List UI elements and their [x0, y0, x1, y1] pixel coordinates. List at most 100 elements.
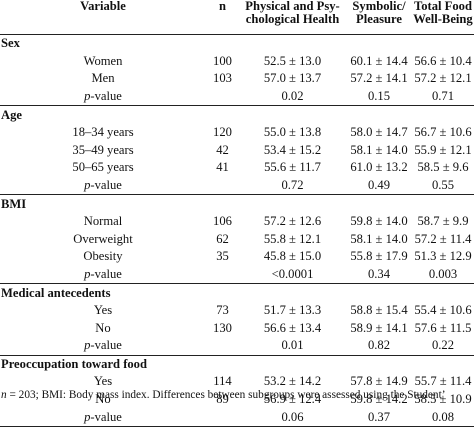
table-body: Sex Women 100 52.5 ± 13.0 60.1 ± 14.4 56.6 ± …	[0, 35, 474, 427]
row-total-food-wellbeing: 57.2 ± 12.1	[414, 71, 472, 86]
p-value-n-empty	[206, 266, 239, 284]
row-n: 35	[216, 249, 229, 264]
row-physical-health: 55.8 ± 12.1	[263, 231, 322, 246]
row-n: 120	[213, 125, 232, 140]
p-value-label: p-value	[84, 88, 122, 103]
group-header-row: BMI	[0, 194, 474, 213]
row-total-food-wellbeing: 58.5 ± 10.9	[414, 392, 472, 407]
p-value-physical-health: 0.06	[239, 408, 346, 427]
row-total-food-wellbeing: 55.9 ± 12.1	[414, 142, 472, 157]
p-value-symbolic-pleasure: 0.49	[367, 177, 391, 192]
row-label: No	[95, 320, 111, 335]
table-row: No 130 56.6 ± 13.4 58.9 ± 14.1 57.6 ± 11.5	[0, 320, 474, 338]
row-symbolic-pleasure: 58.8 ± 15.4	[350, 303, 408, 318]
table-row: Overweight 62 55.8 ± 12.1 58.1 ± 14.0 57.2 ±…	[0, 231, 474, 249]
header-row: Variable n Physical and Psy-chological H…	[0, 0, 474, 35]
p-value-row: p-value 0.06 0.37 0.08	[0, 408, 474, 427]
p-value-row: p-value 0.02 0.15 0.71	[0, 88, 474, 106]
group-label: Age	[0, 105, 474, 124]
row-physical-health: 53.4 ± 15.2	[263, 142, 322, 157]
p-value-n-empty	[206, 408, 239, 427]
p-value-row: p-value 0.01 0.82 0.22	[0, 337, 474, 355]
row-label: Yes	[93, 303, 113, 318]
group-header-row: Preoccupation toward food	[0, 354, 474, 374]
p-value-total-food-wellbeing: 0.003	[428, 266, 458, 281]
row-label: Women	[83, 53, 123, 68]
row-label: 18–34 years	[72, 125, 134, 140]
row-n: 103	[213, 71, 232, 86]
row-physical-health: 51.7 ± 13.3	[263, 303, 322, 318]
table-row: No 89 56.9 ± 12.4 59.8 ± 14.2 58.5 ± 10.9	[0, 391, 474, 409]
header-physical-health: Physical and Psy-chological Health	[239, 0, 346, 35]
row-symbolic-pleasure: 59.8 ± 14.0	[350, 214, 408, 229]
header-symbolic-pleasure: Symbolic/Pleasure	[346, 0, 412, 35]
row-physical-health: 45.8 ± 15.0	[263, 249, 322, 264]
row-symbolic-pleasure: 61.0 ± 13.2	[350, 160, 408, 175]
row-symbolic-pleasure: 57.2 ± 14.1	[350, 71, 408, 86]
p-value-label: p-value	[84, 177, 122, 192]
p-value-total-food-wellbeing: 0.22	[431, 338, 455, 353]
row-n: 106	[213, 214, 232, 229]
p-value-total-food-wellbeing: 0.08	[412, 408, 474, 427]
row-label: 50–65 years	[72, 160, 134, 175]
row-n: 73	[216, 303, 229, 318]
row-label: Normal	[83, 214, 123, 229]
row-n: 42	[216, 142, 229, 157]
row-physical-health: 55.6 ± 11.7	[264, 160, 321, 175]
row-total-food-wellbeing: 58.7 ± 9.9	[417, 214, 469, 229]
table-footnote: n = 203; BMI: Body mass index. Differenc…	[1, 389, 446, 401]
header-n: n	[206, 0, 239, 35]
p-value-symbolic-pleasure: 0.15	[367, 88, 391, 103]
p-value-label: p-value	[0, 408, 206, 427]
header-variable: Variable	[0, 0, 206, 35]
row-symbolic-pleasure: 57.8 ± 14.9	[350, 374, 408, 389]
p-value-n-empty	[206, 337, 239, 355]
table-row: Women 100 52.5 ± 13.0 60.1 ± 14.4 56.6 ± 10.…	[0, 53, 474, 71]
row-n: 41	[216, 160, 229, 175]
row-physical-health: 57.2 ± 12.6	[263, 214, 322, 229]
group-label: Medical antecedents	[0, 283, 474, 302]
table-row: Men 103 57.0 ± 13.7 57.2 ± 14.1 57.2 ± 12.1	[0, 70, 474, 88]
row-n: 100	[213, 53, 232, 68]
row-label: No	[95, 392, 111, 407]
p-value-symbolic-pleasure: 0.82	[367, 338, 391, 353]
group-header-row: Medical antecedents	[0, 283, 474, 302]
row-physical-health: 55.0 ± 13.8	[263, 125, 322, 140]
p-value-label: p-value	[84, 266, 122, 281]
row-physical-health: 56.6 ± 13.4	[263, 320, 322, 335]
p-value-physical-health: <0.0001	[271, 266, 314, 281]
group-label: Sex	[1, 36, 20, 51]
group-label: BMI	[0, 194, 474, 213]
row-n: 89	[216, 392, 229, 407]
row-symbolic-pleasure: 59.8 ± 14.2	[350, 392, 408, 407]
row-label: Obesity	[83, 249, 123, 264]
group-header-row: Sex	[0, 35, 474, 53]
p-value-row: p-value <0.0001 0.34 0.003	[0, 266, 474, 284]
row-symbolic-pleasure: 58.1 ± 14.0	[350, 231, 408, 246]
p-value-row: p-value 0.72 0.49 0.55	[0, 177, 474, 195]
table-row: Normal 106 57.2 ± 12.6 59.8 ± 14.0 58.7 ± 9.…	[0, 213, 474, 231]
row-total-food-wellbeing: 55.4 ± 10.6	[414, 303, 472, 318]
row-physical-health: 57.0 ± 13.7	[263, 71, 322, 86]
row-total-food-wellbeing: 55.7 ± 11.4	[414, 374, 472, 389]
group-label: Preoccupation toward food	[0, 354, 474, 374]
table-row: Obesity 35 45.8 ± 15.0 55.8 ± 17.9 51.3 ± 12…	[0, 248, 474, 266]
row-total-food-wellbeing: 57.2 ± 11.4	[414, 231, 472, 246]
row-physical-health: 56.9 ± 12.4	[263, 392, 322, 407]
row-label: 35–49 years	[72, 142, 134, 157]
group-header-row: Age	[0, 105, 474, 124]
row-n: 62	[216, 231, 229, 246]
p-value-n-empty	[206, 88, 239, 106]
row-total-food-wellbeing: 58.5 ± 9.6	[417, 160, 469, 175]
row-n: 114	[213, 374, 232, 389]
p-value-symbolic-pleasure: 0.37	[346, 408, 412, 427]
p-value-physical-health: 0.02	[281, 88, 304, 103]
row-physical-health: 52.5 ± 13.0	[263, 53, 322, 68]
p-value-label: p-value	[84, 338, 122, 353]
row-symbolic-pleasure: 58.0 ± 14.7	[350, 125, 408, 140]
row-label: Men	[91, 71, 115, 86]
p-value-physical-health: 0.72	[281, 177, 304, 192]
table-row: 35–49 years 42 53.4 ± 15.2 58.1 ± 14.0 55.9 …	[0, 142, 474, 160]
row-physical-health: 53.2 ± 14.2	[263, 374, 322, 389]
